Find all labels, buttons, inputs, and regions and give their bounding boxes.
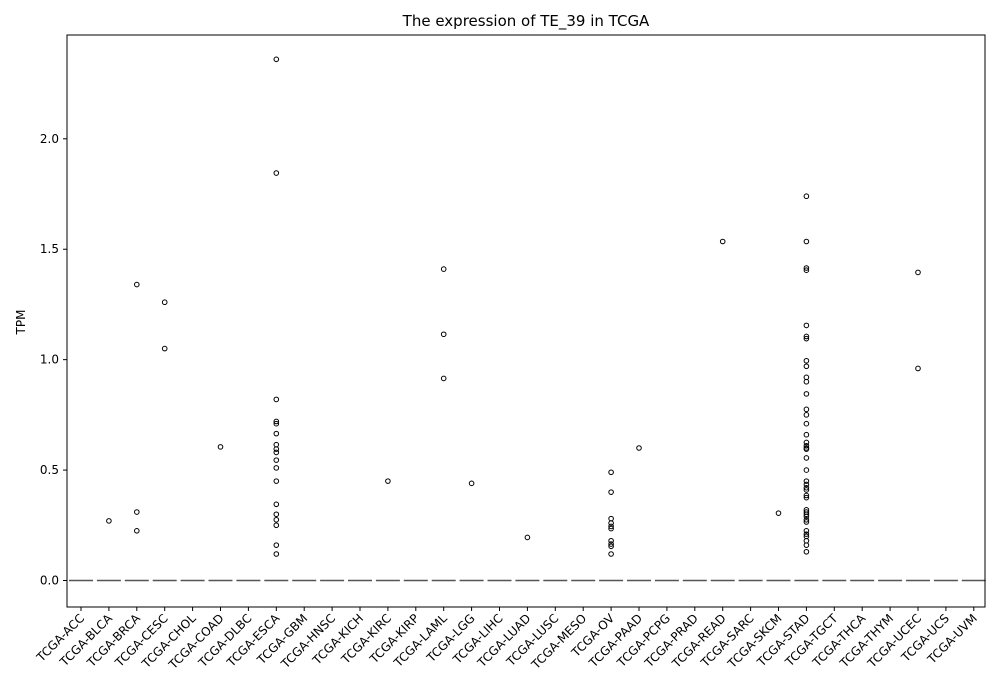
outlier-point bbox=[803, 267, 810, 274]
outlier-point bbox=[608, 537, 614, 544]
outlier-point bbox=[134, 281, 140, 288]
outlier-point bbox=[608, 541, 614, 547]
axes-frame bbox=[66, 34, 986, 608]
outlier-point bbox=[385, 478, 391, 484]
outlier-point bbox=[273, 542, 280, 548]
outlier-point bbox=[803, 467, 810, 473]
outlier-point bbox=[803, 516, 810, 523]
outlier-point bbox=[803, 265, 810, 271]
outlier-point bbox=[803, 193, 810, 200]
outlier-point bbox=[803, 478, 810, 484]
outlier-point bbox=[440, 375, 447, 382]
outlier-point bbox=[273, 430, 280, 437]
outlier-point bbox=[915, 365, 921, 372]
outlier-point bbox=[273, 511, 280, 518]
outlier-point bbox=[273, 551, 280, 557]
outlier-point bbox=[273, 449, 280, 456]
outlier-point bbox=[803, 420, 810, 427]
outlier-point bbox=[803, 519, 810, 525]
outlier-point bbox=[803, 492, 810, 499]
outlier-point bbox=[803, 537, 810, 544]
outlier-point bbox=[608, 520, 614, 526]
outlier-point bbox=[217, 444, 224, 450]
y-tick-label: 2.0 bbox=[40, 132, 59, 146]
outlier-point bbox=[803, 238, 810, 245]
y-tick-label: 1.0 bbox=[40, 353, 59, 367]
outlier-point bbox=[273, 56, 280, 63]
outlier-point bbox=[524, 534, 531, 541]
y-axis-label: TPM bbox=[14, 310, 28, 336]
outlier-point bbox=[803, 439, 810, 446]
outlier-point bbox=[636, 445, 642, 451]
outlier-point bbox=[608, 523, 614, 530]
outlier-point bbox=[273, 522, 280, 529]
outlier-point bbox=[803, 511, 810, 518]
outlier-point bbox=[803, 528, 810, 534]
outlier-point bbox=[440, 331, 447, 338]
outlier-point bbox=[608, 543, 614, 550]
outlier-point bbox=[803, 513, 810, 520]
outlier-point bbox=[775, 510, 782, 516]
outlier-point bbox=[273, 441, 280, 448]
outlier-point bbox=[803, 333, 810, 340]
outlier-point bbox=[134, 509, 140, 515]
outlier-point bbox=[803, 446, 810, 452]
outlier-point bbox=[803, 542, 810, 548]
outlier-point bbox=[608, 489, 614, 495]
outlier-point bbox=[608, 515, 614, 522]
outlier-point bbox=[803, 406, 810, 413]
outlier-point bbox=[803, 378, 810, 385]
outlier-point bbox=[273, 420, 280, 427]
outlier-point bbox=[273, 501, 280, 508]
outlier-point bbox=[440, 266, 447, 272]
outlier-point bbox=[803, 363, 810, 370]
y-tick-label: 1.5 bbox=[40, 242, 59, 256]
outlier-point bbox=[803, 357, 810, 364]
outlier-point bbox=[803, 494, 810, 501]
outlier-point bbox=[161, 299, 168, 306]
outlier-point bbox=[803, 322, 810, 329]
y-tick-label: 0.0 bbox=[40, 573, 59, 587]
outlier-point bbox=[608, 525, 614, 532]
outlier-point bbox=[803, 391, 810, 397]
outlier-point bbox=[803, 412, 810, 418]
y-tick-label: 0.5 bbox=[40, 463, 59, 477]
outlier-point bbox=[273, 170, 280, 176]
chart-title: The expression of TE_39 in TCGA bbox=[402, 12, 650, 31]
outlier-point bbox=[803, 481, 810, 488]
outlier-point bbox=[803, 455, 810, 461]
outlier-point bbox=[273, 478, 280, 484]
outlier-point bbox=[803, 374, 810, 381]
outlier-point bbox=[468, 480, 475, 487]
outlier-point bbox=[803, 531, 810, 537]
outlier-point bbox=[719, 238, 726, 245]
outlier-point bbox=[273, 465, 280, 471]
outlier-point bbox=[161, 345, 168, 352]
outlier-point bbox=[803, 335, 810, 342]
outlier-point bbox=[273, 516, 280, 523]
outlier-point bbox=[134, 528, 140, 534]
outlier-point bbox=[803, 442, 810, 449]
outlier-point bbox=[273, 457, 280, 463]
outlier-point bbox=[803, 431, 810, 438]
outlier-point bbox=[608, 469, 614, 476]
outlier-point bbox=[803, 548, 810, 555]
outlier-point bbox=[803, 487, 810, 493]
plot-area: 0.00.51.01.52.0TCGA-ACCTCGA-BLCATCGA-BRC… bbox=[33, 56, 986, 672]
outlier-point bbox=[273, 446, 280, 452]
outlier-point bbox=[273, 396, 280, 403]
outlier-point bbox=[803, 484, 810, 491]
outlier-point bbox=[608, 551, 614, 557]
outlier-point bbox=[106, 518, 112, 524]
outlier-point bbox=[915, 269, 921, 276]
outlier-point bbox=[273, 418, 280, 425]
